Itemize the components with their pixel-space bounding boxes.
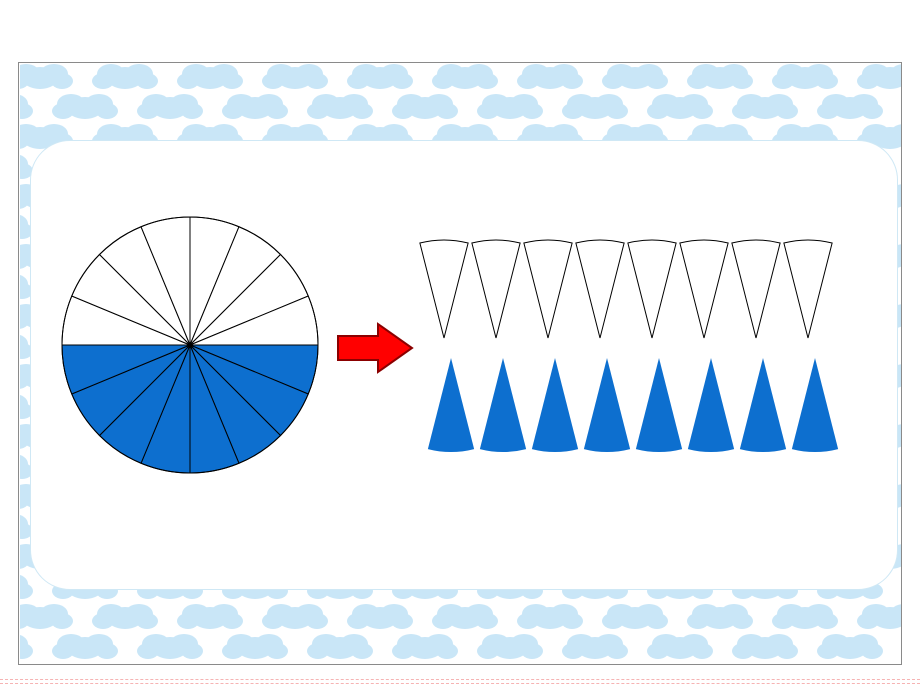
bottom-sectors-row: [0, 0, 920, 690]
divider-dashed: [0, 679, 920, 680]
divider-dashed: [0, 683, 920, 684]
